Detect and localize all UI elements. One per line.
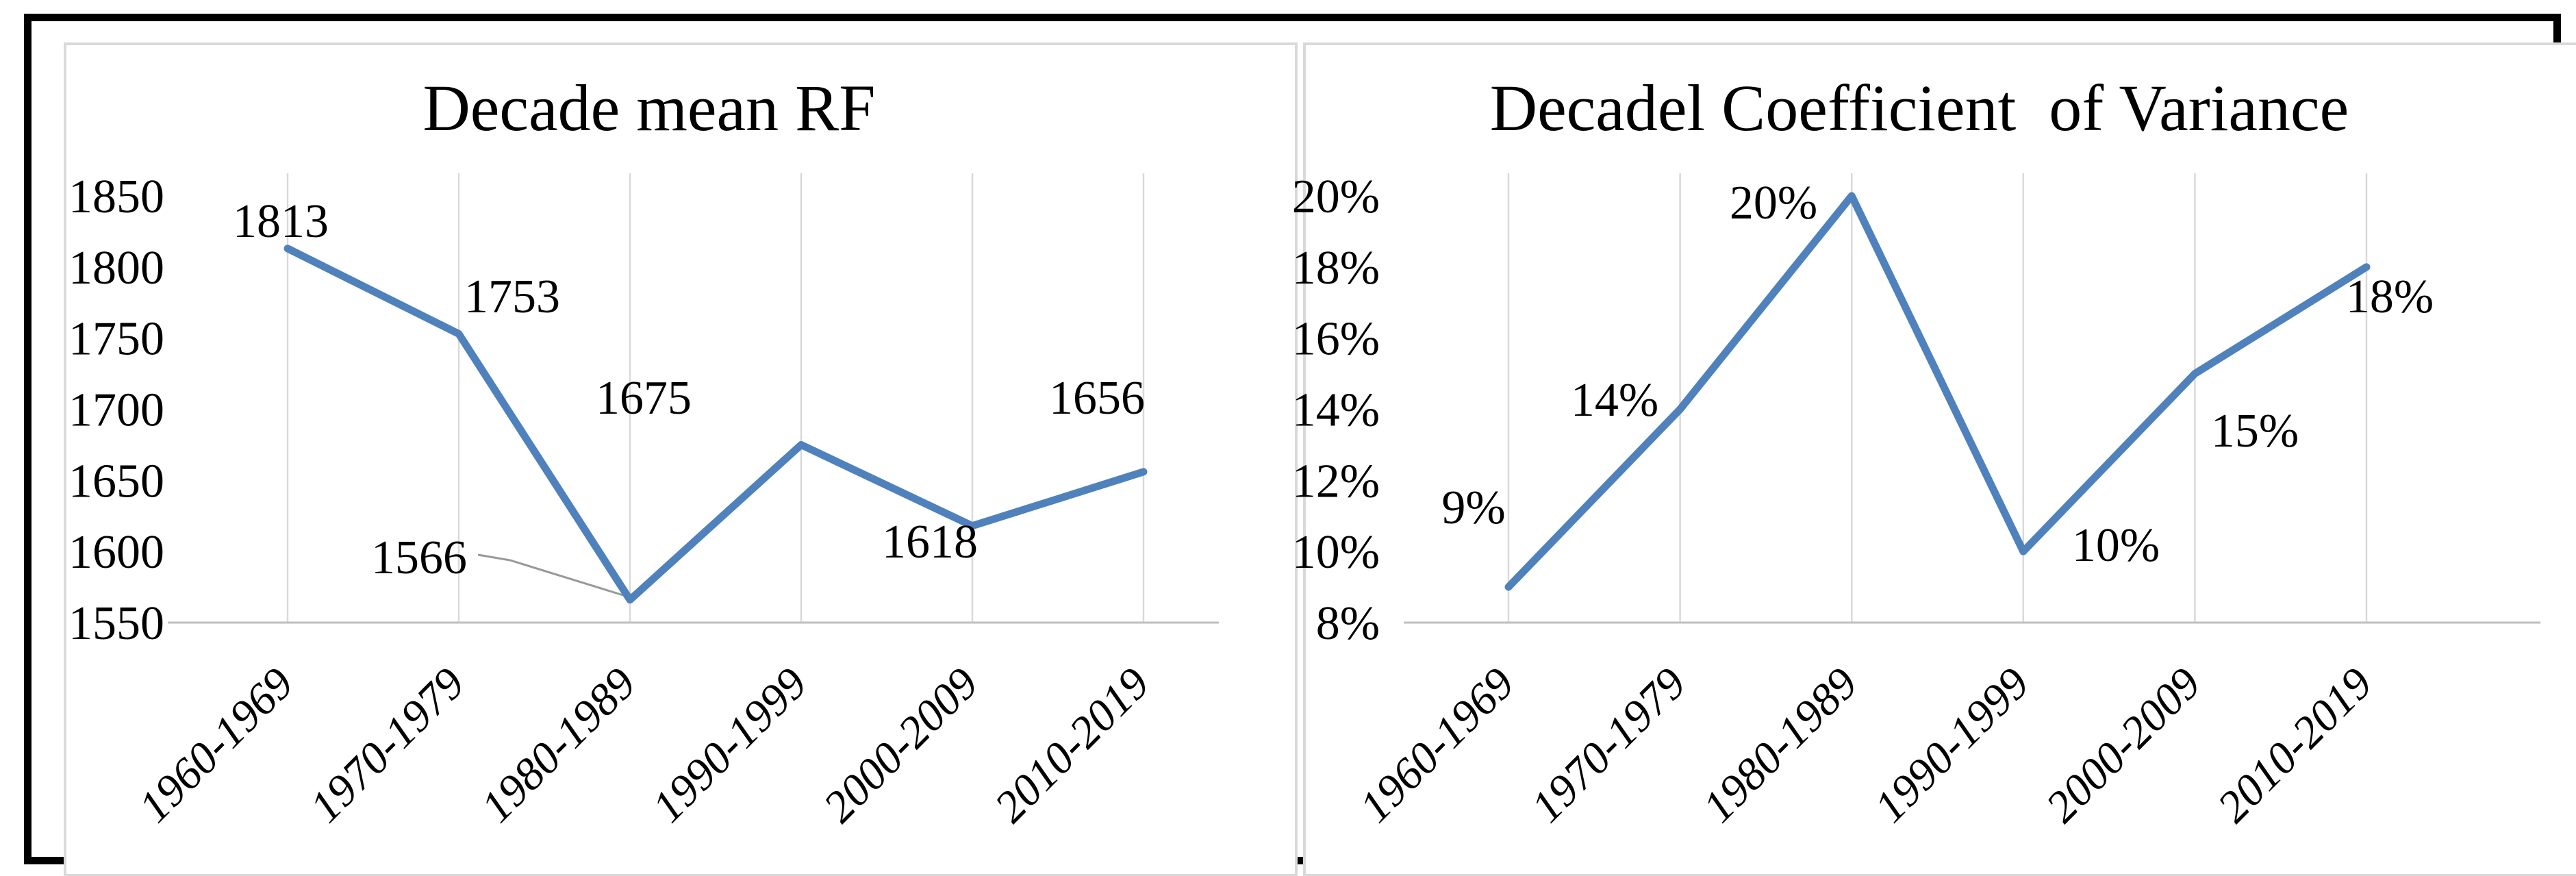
x-tick-label: 1960-1969: [1350, 658, 1524, 832]
data-label: 1675: [596, 372, 692, 425]
chart-title: Decadel Coefficient of Variance: [1490, 71, 2349, 145]
series-line: [1504, 192, 2371, 591]
y-tick-label: 10%: [1292, 526, 1380, 579]
x-tick-label: 1980-1989: [472, 658, 646, 832]
data-label-leader-line: [477, 553, 624, 597]
data-label: 1813: [233, 195, 329, 248]
data-label: 14%: [1571, 374, 1658, 427]
figure-frame: [24, 14, 2576, 876]
x-tick-label: 2000-2009: [814, 658, 988, 832]
y-tick-label: 1800: [68, 242, 164, 295]
chart-title: Decade mean RF: [422, 71, 875, 145]
y-tick-label: 1650: [68, 455, 164, 508]
y-tick-label: 1850: [68, 171, 164, 223]
x-tick-label: 1960-1969: [129, 658, 303, 832]
x-tick-label: 1970-1979: [301, 658, 475, 832]
x-tick-label: 2000-2009: [2036, 658, 2210, 832]
x-tick-label: 2010-2019: [2208, 658, 2382, 832]
data-label: 20%: [1730, 177, 1817, 229]
y-tick-label: 12%: [1292, 455, 1380, 508]
series-line: [283, 245, 1148, 604]
y-tick-label: 20%: [1292, 171, 1380, 223]
x-tick-label: 1970-1979: [1521, 658, 1695, 832]
y-tick-label: 18%: [1292, 242, 1380, 295]
y-tick-label: 1750: [68, 313, 164, 366]
data-label: 1618: [882, 516, 978, 568]
y-tick-label: 1700: [68, 384, 164, 437]
x-tick-label: 1980-1989: [1693, 658, 1867, 832]
left-chart-panel: [64, 42, 1298, 876]
data-label: 1656: [1049, 372, 1145, 425]
data-label: 15%: [2211, 405, 2299, 458]
x-tick-label: 1990-1999: [643, 658, 817, 832]
y-tick-label: 16%: [1292, 313, 1380, 366]
data-label: 10%: [2072, 519, 2160, 572]
y-tick-label: 8%: [1316, 597, 1380, 650]
y-tick-label: 1550: [68, 597, 164, 650]
x-tick-label: 1990-1999: [1865, 658, 2039, 832]
right-chart-panel: [1303, 42, 2576, 876]
x-tick-label: 2010-2019: [985, 658, 1159, 832]
data-label: 1753: [464, 271, 560, 323]
data-label: 1566: [371, 531, 467, 584]
data-label: 9%: [1441, 481, 1505, 534]
y-tick-label: 14%: [1292, 384, 1380, 437]
y-tick-label: 1600: [68, 526, 164, 579]
data-label: 18%: [2346, 271, 2434, 323]
